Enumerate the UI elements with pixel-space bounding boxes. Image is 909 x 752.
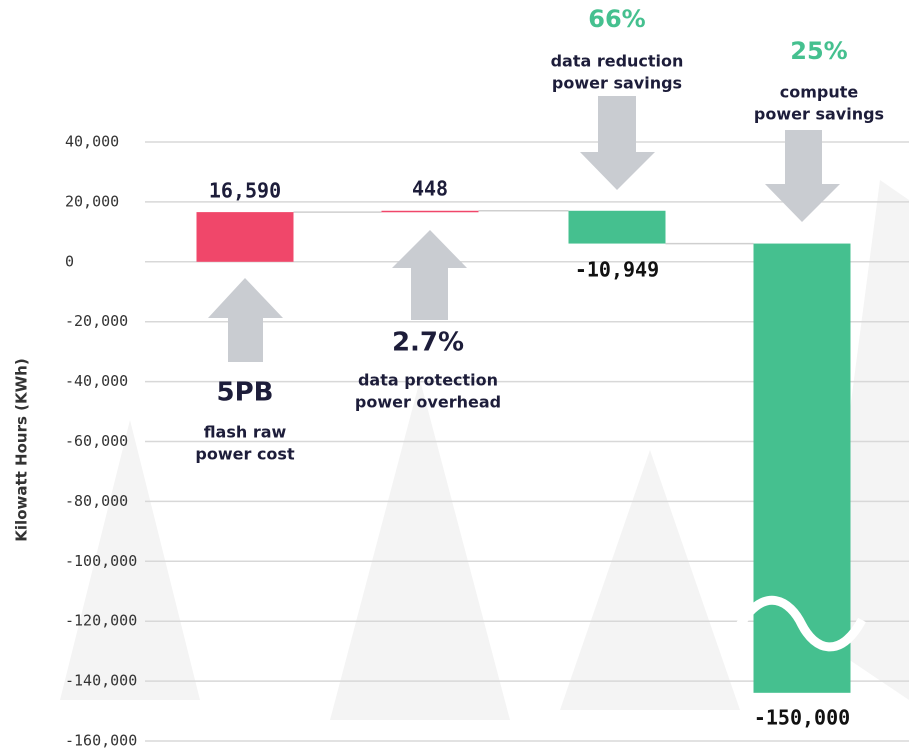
y-tick-label: 0 [65, 252, 74, 270]
y-tick-label: -80,000 [65, 492, 128, 510]
y-tick-label: -140,000 [65, 672, 137, 690]
value-label: -10,949 [575, 258, 659, 282]
y-tick-label: -100,000 [65, 552, 137, 570]
annotation-headline: 25% [790, 37, 847, 65]
y-tick-label: -40,000 [65, 372, 128, 390]
y-tick-label: 20,000 [65, 192, 119, 210]
bar [569, 211, 666, 244]
y-tick-label: -60,000 [65, 432, 128, 450]
annotation-text: power savings [552, 74, 682, 93]
annotation-text: data protection [358, 371, 498, 390]
annotation-text: flash raw [204, 423, 287, 442]
annotation-text: power cost [195, 445, 295, 464]
y-tick-label: 40,000 [65, 133, 119, 151]
y-tick-label: -160,000 [65, 732, 137, 750]
annotation-headline: 5PB [217, 378, 274, 408]
chart: Kilowatt Hours (KWh) 40,000 20,000 0 -20,00… [0, 0, 909, 752]
annotation-text: compute [780, 83, 859, 102]
bar [197, 212, 294, 262]
value-label: -150,000 [754, 706, 850, 730]
y-tick-label: -20,000 [65, 312, 128, 330]
bar [382, 211, 479, 213]
value-label: 448 [412, 177, 448, 201]
annotation-text: power savings [754, 105, 884, 124]
annotation-text: power overhead [355, 393, 501, 412]
annotation-headline: 2.7% [392, 328, 464, 358]
annotation-headline: 66% [588, 5, 645, 33]
y-axis-label: Kilowatt Hours (KWh) [13, 358, 31, 541]
y-tick-label: -120,000 [65, 612, 137, 630]
annotation-text: data reduction [551, 52, 684, 71]
value-label: 16,590 [209, 179, 281, 203]
